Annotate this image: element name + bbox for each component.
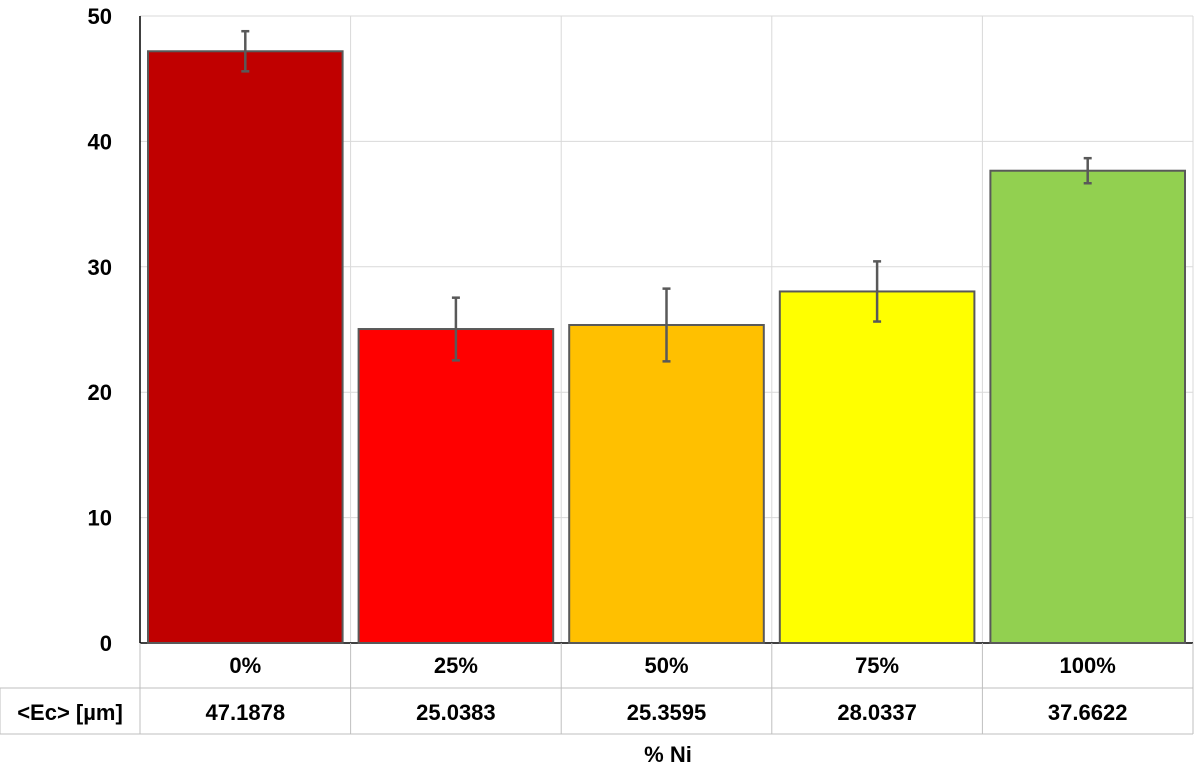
bar-2 <box>568 323 765 644</box>
x-category-label: 0% <box>229 653 261 678</box>
bar-4 <box>989 169 1187 645</box>
y-tick-label: 50 <box>88 4 112 29</box>
table-value: 28.0337 <box>837 700 917 725</box>
table-row-label: <Ec> [µm] <box>17 700 123 725</box>
bar-0 <box>147 50 344 644</box>
x-category-label: 100% <box>1060 653 1116 678</box>
x-axis-title: % Ni <box>644 742 692 767</box>
y-tick-label: 0 <box>100 631 112 656</box>
y-tick-label: 20 <box>88 380 112 405</box>
x-category-label: 25% <box>434 653 478 678</box>
table-value: 37.6622 <box>1048 700 1128 725</box>
x-category-label: 50% <box>644 653 688 678</box>
y-tick-label: 10 <box>88 506 112 531</box>
bar-3 <box>778 290 976 644</box>
bars <box>147 50 1187 645</box>
table-value: 25.3595 <box>627 700 707 725</box>
error-bars <box>241 29 1092 363</box>
bar-1 <box>357 328 555 644</box>
y-axis-ticks: 0 10 20 30 40 50 <box>88 4 112 656</box>
table-value: 47.1878 <box>206 700 286 725</box>
table-value: 25.0383 <box>416 700 496 725</box>
y-tick-label: 30 <box>88 255 112 280</box>
y-tick-label: 40 <box>88 129 112 154</box>
data-table: 0% 47.1878 25% 25.0383 50% 25.3595 75% 28.0337 1… <box>0 643 1194 735</box>
x-category-label: 75% <box>855 653 899 678</box>
